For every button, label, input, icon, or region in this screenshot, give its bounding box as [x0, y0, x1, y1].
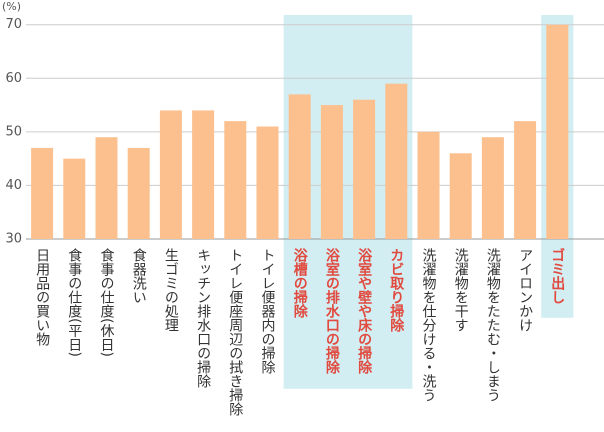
x-tick-label: トイレ便器内の掃除: [260, 248, 276, 374]
x-tick-label: キッチン排水口の掃除: [195, 248, 211, 388]
y-tick-label: 70: [5, 17, 22, 32]
y-tick-label: 50: [5, 124, 22, 139]
x-tick-label: 洗濯物を干す: [453, 248, 469, 332]
x-tick-label: 浴室の排水口の掃除: [324, 247, 340, 375]
x-tick-label: 食事の仕度(休日): [99, 247, 115, 357]
x-tick-label: 食事の仕度(平日): [66, 247, 82, 357]
bar: [385, 83, 408, 240]
y-tick-label: 30: [5, 232, 22, 247]
y-axis-label: (%): [2, 0, 21, 13]
bar: [449, 153, 472, 239]
bar: [417, 131, 440, 239]
bar: [192, 110, 215, 239]
x-tick-label: 洗濯物をたたむ・しまう: [485, 248, 501, 402]
x-tick-label: 食器洗い: [131, 247, 147, 304]
x-tick-label: カビ取り掃除: [388, 248, 404, 333]
x-tick-label: 洗濯物を仕分ける・洗う: [421, 248, 437, 402]
bar: [481, 137, 504, 239]
y-tick-label: 60: [5, 71, 22, 86]
x-tick-label: 生ゴミの処理: [163, 248, 179, 332]
bar: [288, 94, 311, 239]
bar: [353, 99, 376, 239]
x-tick-label: 浴室や壁や床の掃除: [356, 247, 372, 375]
bar: [546, 24, 569, 240]
x-tick-label: ゴミ出し: [549, 247, 565, 304]
bar: [95, 137, 118, 239]
x-tick-label: アイロンかけ: [517, 248, 533, 332]
x-tick-label: トイレ便座周辺の拭き掃除: [227, 248, 243, 416]
x-tick-label: 日用品の買い物: [34, 248, 50, 347]
x-tick-label: 浴槽の掃除: [292, 247, 308, 319]
bar: [514, 121, 537, 239]
bar: [320, 105, 343, 239]
bar: [256, 126, 279, 239]
bar: [159, 110, 182, 239]
bar: [127, 147, 150, 239]
bar: [31, 147, 54, 239]
bar: [63, 158, 86, 239]
y-tick-label: 40: [5, 178, 22, 193]
bar: [224, 121, 247, 239]
